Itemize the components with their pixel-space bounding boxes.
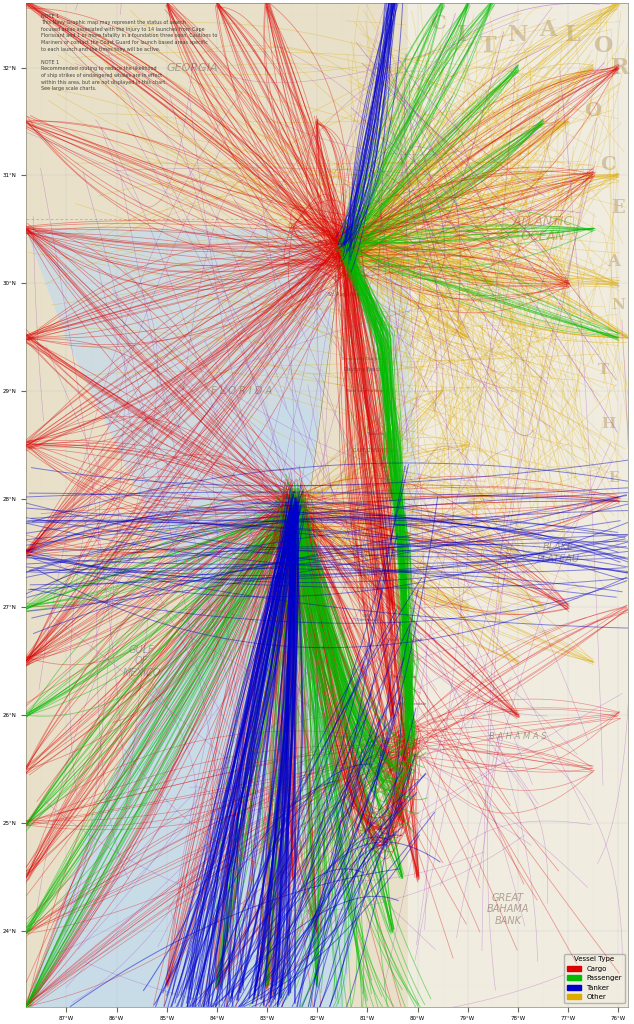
Text: A: A [540, 18, 557, 41]
Text: Fort Myers: Fort Myers [309, 646, 335, 650]
Text: BLAKE
PLATEAU: BLAKE PLATEAU [536, 543, 579, 564]
Text: A: A [607, 253, 619, 270]
Text: GEORGIA: GEORGIA [166, 62, 217, 73]
Text: GULF
OF
MEXICO: GULF OF MEXICO [122, 644, 161, 678]
Text: ATLANTIC
OCEAN: ATLANTIC OCEAN [513, 215, 573, 244]
Text: R: R [611, 56, 630, 79]
Text: E: E [611, 199, 625, 217]
Text: Boca Raton: Boca Raton [393, 675, 417, 679]
Text: Ormond-By-The-Sea: Ormond-By-The-Sea [342, 357, 383, 360]
Polygon shape [302, 251, 413, 877]
Text: TAMPA: TAMPA [281, 502, 299, 507]
Text: JACKSONVILLE: JACKSONVILLE [318, 240, 357, 245]
Text: AFRO 8 Sta: AFRO 8 Sta [378, 265, 401, 269]
Text: O: O [585, 101, 602, 120]
Legend: Cargo, Passenger, Tanker, Other: Cargo, Passenger, Tanker, Other [564, 953, 624, 1004]
Text: O: O [593, 35, 613, 57]
Polygon shape [27, 391, 377, 1007]
Text: B A H A M A S: B A H A M A S [489, 732, 547, 741]
Text: H: H [601, 417, 616, 431]
Text: NOTE 1
This Navy Graphic map may represent the status of search
focused areas as: NOTE 1 This Navy Graphic map may represe… [41, 13, 218, 91]
Polygon shape [27, 229, 342, 607]
Polygon shape [317, 251, 418, 877]
Text: N: N [508, 25, 528, 46]
Text: Fort Pierce: Fort Pierce [389, 557, 411, 560]
Polygon shape [408, 3, 628, 1007]
Polygon shape [292, 791, 403, 888]
Text: L: L [565, 25, 581, 46]
Text: New Smyrna Beach: New Smyrna Beach [347, 389, 387, 393]
Text: I: I [458, 25, 468, 46]
Text: GREAT
BAHAMA
BANK: GREAT BAHAMA BANK [487, 893, 529, 926]
Text: C: C [430, 15, 446, 34]
Text: F L O R I D A: F L O R I D A [212, 386, 273, 396]
Text: St. Augustine: St. Augustine [328, 292, 361, 297]
Text: C: C [600, 156, 616, 174]
Text: CAPE CANAVERAL: CAPE CANAVERAL [353, 449, 397, 454]
Text: E: E [608, 471, 618, 484]
Text: Vero Beach: Vero Beach [386, 535, 409, 539]
Text: Melbourne: Melbourne [366, 492, 388, 496]
Text: Titusville: Titusville [366, 432, 384, 436]
Text: Everglades City: Everglades City [332, 734, 363, 738]
Text: T: T [479, 35, 496, 57]
Text: N: N [611, 298, 625, 312]
Text: AFRO8 MIA LLC: AFRO8 MIA LLC [366, 740, 398, 744]
Text: West Palm Beach: West Palm Beach [387, 638, 423, 642]
Text: SAIP
Okeechobee: SAIP Okeechobee [354, 613, 380, 623]
Text: T: T [597, 362, 609, 377]
Text: Fort Lauderdale: Fort Lauderdale [394, 702, 426, 707]
Text: Miami: Miami [394, 734, 411, 739]
Text: Daytona Beach: Daytona Beach [344, 368, 381, 373]
